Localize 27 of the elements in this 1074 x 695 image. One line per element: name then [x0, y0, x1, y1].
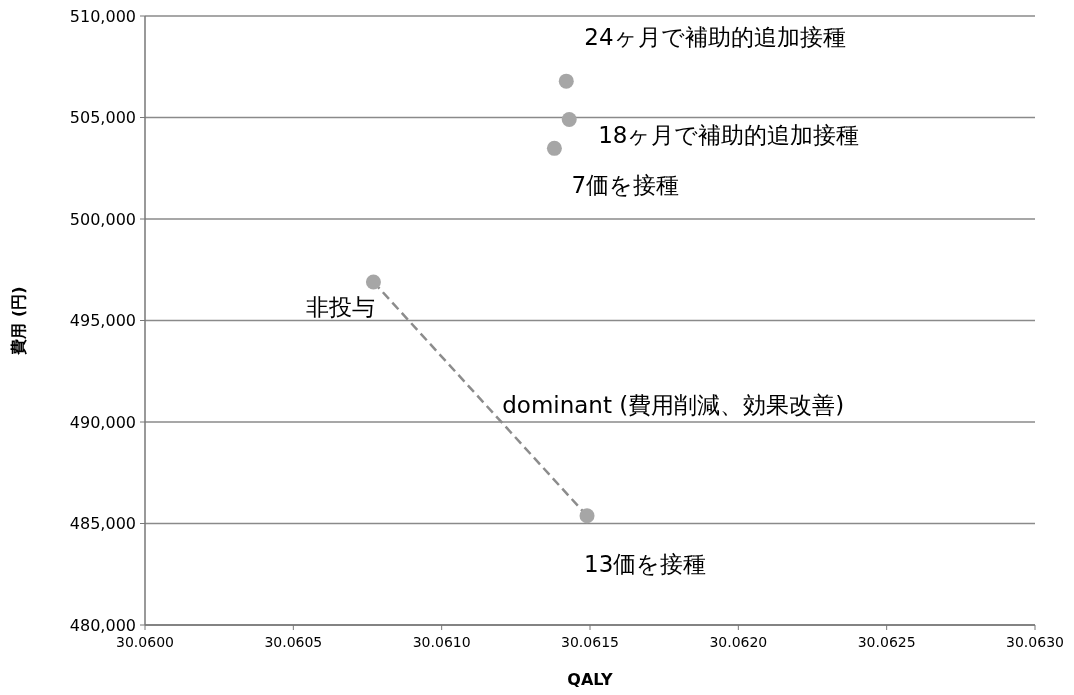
annotation: 18ヶ月で補助的追加接種: [598, 121, 860, 148]
annotation: 7価を接種: [571, 172, 680, 199]
point: [558, 73, 574, 89]
point: [365, 274, 381, 290]
annotation: 24ヶ月で補助的追加接種: [584, 24, 846, 51]
y-tick-label: 510,000: [69, 6, 136, 26]
x-tick-label: 30.0610: [412, 634, 471, 650]
x-tick-label: 30.0620: [709, 634, 768, 650]
y-tick-label: 485,000: [69, 514, 136, 534]
y-tick-label: 500,000: [69, 209, 136, 229]
point: [561, 112, 577, 128]
y-tick-label: 480,000: [69, 615, 136, 635]
x-tick-label: 30.0625: [857, 634, 916, 650]
y-tick-label: 495,000: [69, 311, 136, 331]
annotation: 非投与: [306, 293, 376, 320]
y-tick-label: 490,000: [69, 412, 136, 432]
annotation: 13価を接種: [584, 550, 707, 577]
y-axis-title: 費用 (円): [9, 286, 28, 356]
x-tick-label: 30.0615: [561, 634, 619, 650]
point: [546, 140, 562, 156]
point: [579, 508, 595, 524]
y-tick-label: 505,000: [69, 108, 136, 128]
annotation: dominant (費用削減、効果改善): [502, 391, 845, 418]
x-axis-title: QALY: [567, 670, 614, 689]
x-tick-label: 30.0605: [264, 634, 323, 650]
x-tick-label: 30.0600: [116, 634, 174, 650]
x-tick-label: 30.0630: [1006, 634, 1064, 650]
